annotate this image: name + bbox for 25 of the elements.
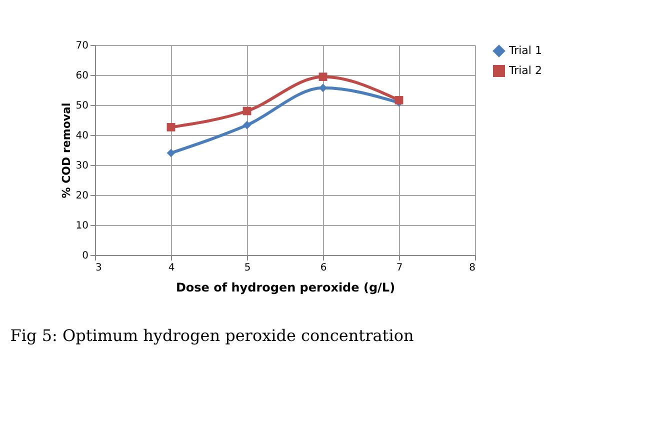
y-tick-label: 20 <box>76 190 88 202</box>
y-tick-label: 0 <box>82 250 88 262</box>
x-tick-label: 7 <box>396 262 403 274</box>
point <box>394 96 404 104</box>
y-tick-label: 40 <box>76 130 88 142</box>
y-tick-label: 10 <box>76 220 88 232</box>
x-axis-title: Dose of hydrogen peroxide (g/L) <box>176 280 396 294</box>
legend-label: Trial 2 <box>508 64 542 77</box>
point <box>242 106 252 116</box>
x-tick-label: 8 <box>469 262 476 274</box>
x-tick-label: 5 <box>244 262 251 274</box>
x-tick-label: 3 <box>96 262 102 274</box>
caption: Fig 5: Optimum hydrogen peroxide concentration <box>10 326 414 345</box>
y-tick-label: 60 <box>76 70 88 82</box>
point <box>318 72 328 81</box>
point <box>242 120 252 130</box>
point <box>166 123 176 132</box>
y-tick-label: 50 <box>76 100 88 112</box>
y-axis-title: % COD removal <box>60 102 73 198</box>
y-tick-label: 30 <box>76 160 88 172</box>
y-tick-label: 70 <box>76 40 88 52</box>
x-tick-label: 6 <box>320 262 327 274</box>
legend-label: Trial 1 <box>508 44 542 57</box>
point <box>166 148 176 158</box>
x-tick-label: 4 <box>168 262 175 274</box>
